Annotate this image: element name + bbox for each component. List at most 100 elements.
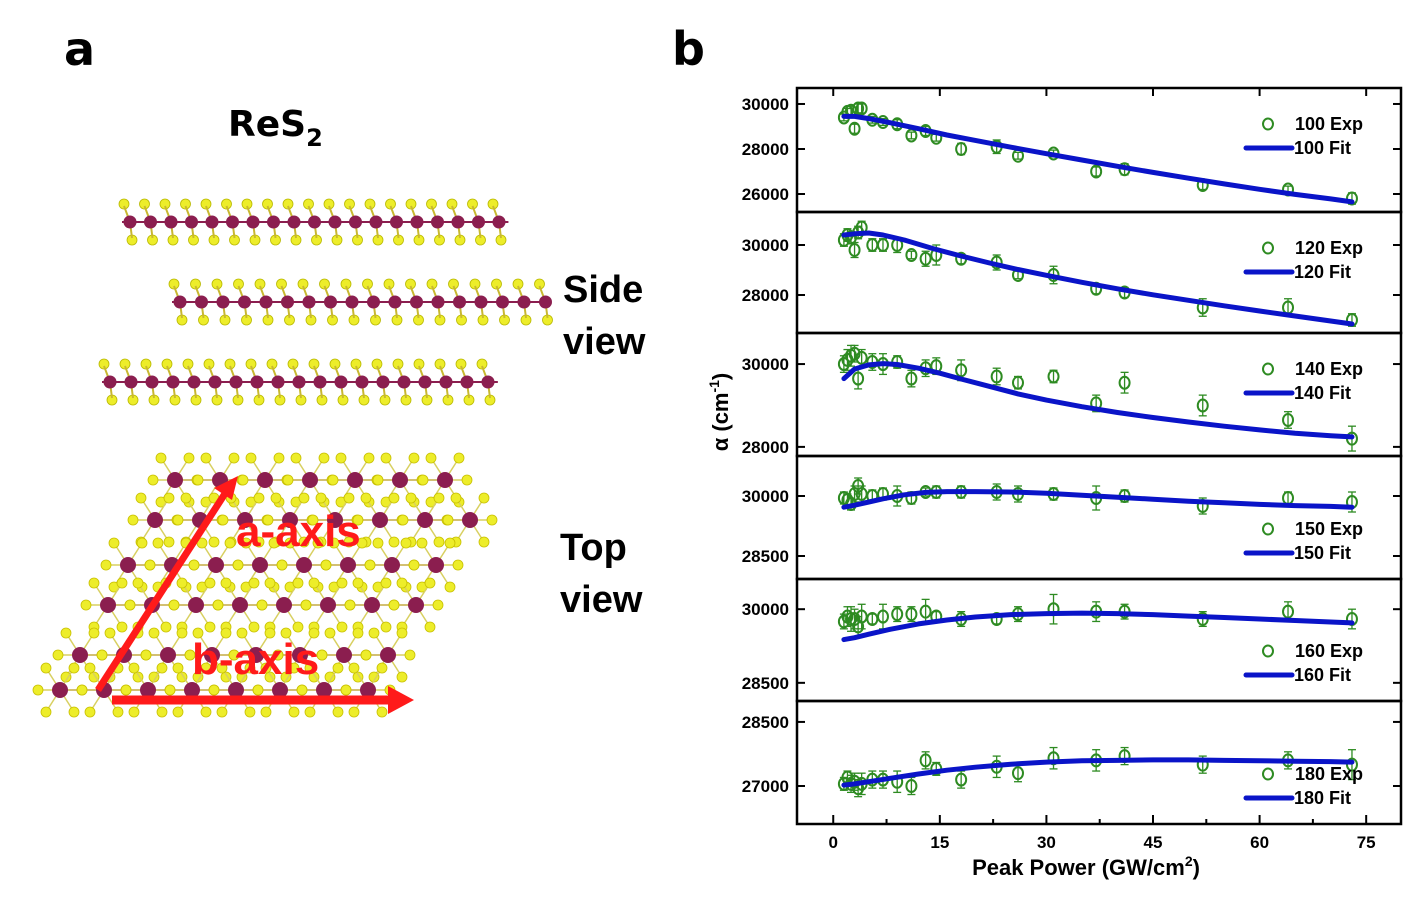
s-atom	[68, 662, 80, 674]
re-atom	[316, 682, 332, 698]
a-axis-label: a-axis	[236, 507, 361, 556]
y-axis-title-main: α (cm	[708, 393, 733, 452]
s-atom	[336, 577, 348, 589]
s-atom	[244, 662, 256, 674]
s-atom	[292, 577, 304, 589]
s-atom	[228, 649, 240, 661]
exp-marker	[990, 369, 1003, 384]
s-atom	[298, 492, 310, 504]
s-atom	[380, 621, 392, 633]
s-atom	[413, 358, 425, 370]
s-atom	[80, 599, 92, 611]
s-atom	[160, 621, 172, 633]
s-atom	[172, 514, 184, 526]
legend-120: 120 Exp 120 Fit	[1243, 238, 1363, 282]
exp-point-180	[1345, 749, 1358, 781]
s-atom	[155, 452, 167, 464]
exp-point-180	[955, 770, 968, 789]
s-atom	[308, 358, 320, 370]
exp-marker	[876, 238, 889, 252]
subplot-160: 28500 30000 160 Exp 160 Fit	[742, 577, 1403, 703]
s-atom	[324, 627, 336, 639]
s-atom	[245, 358, 257, 370]
s-atom	[282, 474, 294, 486]
s-atom	[253, 492, 265, 504]
exp-marker	[905, 371, 918, 386]
x-tick-label: 45	[1144, 833, 1163, 852]
exp-point-160	[866, 612, 879, 627]
s-atom	[340, 684, 352, 696]
re-atom	[204, 647, 220, 663]
s-atom	[453, 452, 465, 464]
s-atom	[408, 559, 420, 571]
exp-marker	[905, 248, 918, 262]
re-atom	[460, 375, 474, 389]
re-atom	[147, 512, 163, 528]
s-atom	[163, 492, 175, 504]
exp-point-150	[1282, 491, 1295, 505]
exp-point-160	[1047, 593, 1060, 625]
s-atom	[248, 621, 260, 633]
s-atom	[288, 706, 300, 718]
re-atom	[439, 375, 453, 389]
y-tick-label: 28000	[742, 438, 789, 457]
s-atom	[388, 536, 400, 548]
y-tick-label: 28500	[742, 713, 789, 732]
s-atom	[212, 599, 224, 611]
legend-180: 180 Exp 180 Fit	[1243, 764, 1363, 808]
s-atom	[172, 662, 184, 674]
lattice-row	[32, 662, 396, 718]
exp-marker	[919, 753, 932, 768]
y-tick-label: 30000	[742, 95, 789, 114]
a-axis-arrow-shaft	[95, 490, 229, 692]
s-atom	[424, 621, 436, 633]
s-atom	[396, 627, 408, 639]
subplot-100: 26000 28000 30000 100 Exp 100 Fit	[742, 86, 1403, 214]
formula-title: ReS2	[228, 104, 323, 152]
s-atom	[148, 627, 160, 639]
s-atom	[343, 536, 355, 548]
exp-point-100	[855, 101, 868, 116]
panel-b-label: b	[672, 22, 705, 76]
re-atom	[124, 375, 138, 389]
s-atom	[312, 537, 324, 549]
s-atom	[348, 706, 360, 718]
fit-line-160	[841, 610, 1355, 643]
y-axis-title: α (cm-1)	[706, 373, 733, 452]
s-atom	[336, 621, 348, 633]
side-view-layers	[98, 198, 553, 406]
re-atom	[208, 375, 222, 389]
exp-point-160	[919, 598, 932, 625]
re-atom	[246, 215, 260, 229]
s-atom	[88, 627, 100, 639]
s-atom	[396, 577, 408, 589]
legend-exp-marker	[1262, 241, 1274, 255]
s-atom	[400, 537, 412, 549]
a-axis-arrow-head	[214, 476, 238, 500]
re-atom	[474, 295, 488, 309]
res2-crystal-structure: a-axis b-axis	[32, 198, 553, 718]
s-atom	[446, 198, 458, 210]
re-atom	[372, 512, 388, 528]
s-atom	[352, 627, 364, 639]
re-atom	[238, 295, 251, 309]
s-atom	[208, 536, 220, 548]
fit-line-120	[841, 230, 1355, 327]
s-atom	[200, 198, 212, 210]
re-atom	[167, 472, 183, 488]
exp-marker	[848, 612, 861, 627]
s-atom	[368, 671, 380, 683]
x-axis: 0 15 30 45 60 75	[829, 815, 1376, 852]
crystal-axis-arrows: a-axis b-axis	[95, 476, 414, 714]
s-atom	[260, 662, 272, 674]
s-atom	[232, 559, 244, 571]
fit-line-180	[841, 757, 1355, 788]
exp-marker	[848, 243, 861, 257]
re-atom	[380, 647, 396, 663]
s-atom	[363, 452, 375, 464]
s-atom	[200, 662, 212, 674]
re-atom	[187, 375, 201, 389]
legend-exp-marker	[1262, 767, 1274, 781]
exp-marker	[1196, 398, 1209, 413]
exp-marker	[905, 607, 918, 622]
